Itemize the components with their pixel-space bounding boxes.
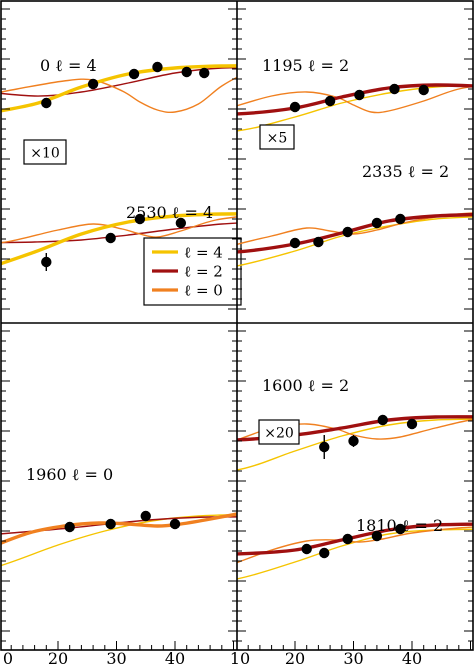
data-point: [371, 217, 383, 229]
data-point: [354, 89, 365, 101]
data-point: [169, 518, 181, 530]
data-point: [395, 213, 406, 225]
y-ticks: [464, 8, 473, 310]
plot-area: [1, 510, 237, 567]
plot-area: [237, 83, 473, 267]
data-point: [324, 95, 336, 107]
plot-area: [1, 61, 237, 271]
curve-l-2-best: [237, 522, 473, 556]
curve-l-4: [237, 216, 473, 267]
data-point: [371, 530, 383, 542]
data-point: [128, 68, 140, 80]
panel-top-left: 0 ℓ = 4 2530 ℓ = 4 ×10 ℓ = 4ℓ = 2ℓ = 0: [1, 56, 242, 306]
data-point: [105, 518, 116, 530]
data-point: [319, 441, 330, 453]
scale-factor-label: ×10: [30, 146, 60, 162]
y-ticks: [228, 8, 237, 310]
x-tick-label: 10: [230, 649, 250, 665]
y-ticks: [464, 330, 473, 642]
dataset-label: 1960 ℓ = 0: [26, 465, 113, 484]
data-point: [342, 226, 353, 238]
data-point: [406, 418, 418, 430]
data-point: [152, 61, 163, 73]
curve-l-2-best: [237, 415, 473, 442]
data-point: [181, 66, 192, 78]
dataset-label: 2530 ℓ = 4: [126, 203, 213, 222]
panel-bottom-left: 1960 ℓ = 0: [1, 465, 237, 567]
data-point: [289, 101, 301, 113]
x-tick-label: 20: [48, 649, 68, 665]
data-point: [134, 213, 146, 225]
x-ticks: [10, 641, 471, 650]
data-point: [87, 78, 99, 90]
legend-box: [143, 237, 242, 306]
data-point: [342, 533, 353, 545]
curve-l-4: [1, 513, 237, 567]
curve-l-2: [1, 516, 237, 535]
data-point: [348, 435, 359, 447]
y-ticks: [228, 330, 237, 642]
scale-factor-box: [23, 139, 67, 165]
curve-l-0: [1, 216, 237, 244]
data-point: [395, 523, 406, 535]
x-tick-label: 0: [3, 649, 13, 665]
scale-factor-label: ×20: [264, 426, 294, 442]
legend-label: ℓ = 4: [184, 244, 223, 262]
dataset-label: 1600 ℓ = 2: [262, 376, 349, 395]
data-point: [41, 256, 52, 268]
frames-layer: [0, 0, 474, 651]
x-tick-label: 30: [106, 649, 126, 665]
scale-factor-box: [258, 419, 300, 445]
data-point: [313, 236, 324, 248]
data-point: [389, 83, 400, 95]
x-tick-labels: 0 20 30 40 10 20 30 40: [3, 649, 422, 665]
dataset-label: 0 ℓ = 4: [40, 56, 97, 75]
y-ticks: [237, 8, 246, 310]
data-point: [319, 547, 330, 559]
dataset-label: 2335 ℓ = 2: [362, 162, 449, 181]
x-tick-label: 40: [165, 649, 185, 665]
curve-l-0: [237, 85, 473, 114]
y-ticks: [1, 8, 10, 310]
data-point: [175, 217, 187, 229]
dataset-label: 1810 ℓ = 2: [356, 516, 443, 535]
curve-l-4: [237, 418, 473, 471]
data-point: [41, 97, 52, 109]
data-point: [377, 414, 388, 426]
data-point: [140, 510, 151, 522]
legend-label: ℓ = 0: [184, 282, 223, 300]
panel-bottom-right: 1600 ℓ = 2 1810 ℓ = 2 ×20: [237, 376, 473, 580]
curve-l-2: [1, 67, 237, 97]
data-point: [418, 84, 429, 96]
x-tick-label: 20: [285, 649, 305, 665]
curve-l-2: [1, 222, 237, 244]
data-point: [64, 521, 75, 533]
plot-area: [237, 414, 473, 580]
curve-l-4: [237, 84, 473, 132]
x-tick-label: 30: [343, 649, 363, 665]
panel-top-right: 1195 ℓ = 2 2335 ℓ = 2 ×5: [237, 56, 473, 267]
legend: ℓ = 4ℓ = 2ℓ = 0: [143, 237, 242, 306]
legend-label: ℓ = 2: [184, 263, 223, 281]
scale-factor-label: ×5: [267, 131, 288, 147]
curve-l-4-best: [1, 64, 237, 113]
x-tick-label: 40: [402, 649, 422, 665]
y-ticks: [237, 330, 246, 642]
curve-l-4-best: [1, 212, 237, 266]
data-point: [289, 237, 301, 249]
curve-l-0-best: [1, 512, 237, 545]
scale-factor-box: [259, 124, 295, 150]
data-point: [199, 67, 210, 79]
curve-l-2-best: [237, 212, 473, 254]
dataset-label: 1195 ℓ = 2: [262, 56, 349, 75]
y-ticks: [1, 330, 10, 642]
data-point: [105, 232, 116, 244]
curve-l-0: [1, 76, 237, 114]
data-point: [301, 543, 312, 555]
curve-l-2-best: [237, 83, 473, 116]
